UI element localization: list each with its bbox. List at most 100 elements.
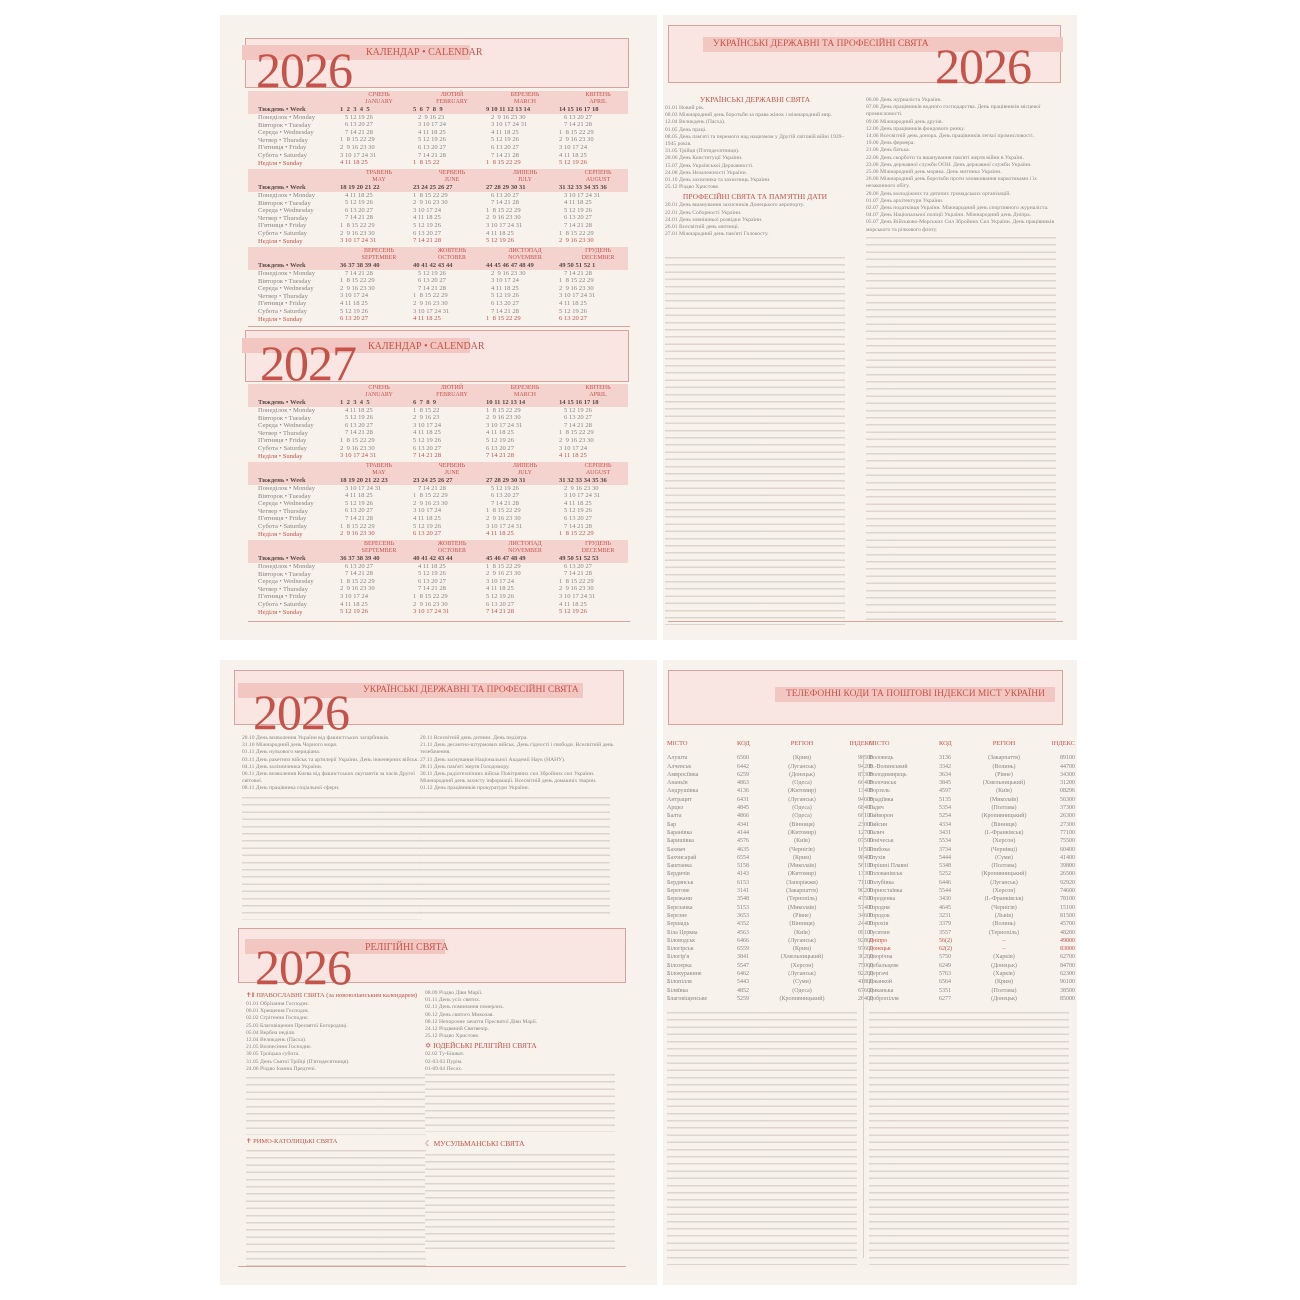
region: (Крим) bbox=[994, 979, 1013, 986]
holidays-header bbox=[668, 25, 1061, 83]
city: Арциз bbox=[667, 805, 684, 812]
weekday-label: П'ятниця • Friday bbox=[258, 515, 307, 523]
day-row: 6 13 20 27 bbox=[340, 206, 373, 214]
week-numbers: 40 41 42 43 44 bbox=[413, 555, 453, 562]
table-row: Бердичів 4143 (Житомир) 13300 bbox=[667, 870, 873, 878]
star-of-david-icon: ✡ bbox=[425, 1041, 434, 1051]
religious-col-1: ✝Ⅱ ПРАВОСЛАВНІ СВЯТА (за новоюліанським … bbox=[246, 990, 431, 1073]
day-row: 1 8 15 22 29 bbox=[340, 436, 375, 444]
table-row: Андрушівка 4136 (Житомир) 13400 bbox=[667, 787, 873, 795]
week-numbers: 40 41 42 43 44 bbox=[413, 262, 453, 269]
month-august: СЕРПЕНЬ AUGUST 31 32 33 34 35 36 3 10 17 2… bbox=[559, 170, 637, 245]
table-row: Березне 3653 (Рівне) 34600 bbox=[667, 912, 873, 920]
month-name-ua: ЛИСТОПАД bbox=[508, 248, 542, 254]
professional-holidays-heading: ПРОФЕСІЙНІ СВЯТА ТА ПАМ'ЯТНІ ДАТИ bbox=[682, 192, 828, 202]
day-row: 3 10 17 24 31 bbox=[486, 221, 523, 229]
month-september: ВЕРЕСЕНЬ SEPTEMBER 36 37 38 39 40 7 14 21 … bbox=[340, 248, 418, 323]
day-row: 3 10 17 24 bbox=[559, 444, 588, 452]
city: Білогір'я bbox=[667, 954, 690, 961]
holiday-item: 01.11 День нульового меридіана. bbox=[242, 749, 321, 756]
code: 5544 bbox=[939, 888, 951, 895]
code: 3557 bbox=[939, 929, 951, 936]
month-name-en: AUGUST bbox=[585, 177, 611, 183]
holiday-item: 27.01 Міжнародний день пам'яті Голокосту… bbox=[665, 231, 769, 238]
region: (Київ) bbox=[794, 838, 810, 845]
weekday-label: Понеділок • Monday bbox=[258, 563, 315, 570]
month-september: ВЕРЕСЕНЬ SEPTEMBER 36 37 38 39 40 6 13 20 … bbox=[340, 541, 418, 616]
day-row: 6 13 20 27 bbox=[340, 421, 373, 429]
day-row: 4 11 18 25 bbox=[413, 562, 446, 570]
code: 3136 bbox=[939, 755, 951, 762]
holiday-item: 09.06 Міжнародний день друзів. bbox=[866, 118, 943, 125]
day-row: 5 12 19 26 bbox=[486, 292, 519, 300]
week-numbers: 31 32 33 34 35 36 bbox=[559, 477, 607, 484]
day-row: 7 14 21 28 bbox=[486, 452, 515, 460]
code: 5348 bbox=[939, 863, 951, 870]
week-numbers: 1 2 3 4 5 bbox=[340, 399, 370, 406]
holiday-item: 05.07 День Військово-Морських Сил Збройн… bbox=[866, 219, 1055, 233]
day-row: 4 11 18 25 bbox=[413, 315, 441, 323]
holiday-item: 21.06 День батька. bbox=[866, 147, 910, 154]
weekday-label: Середа • Wednesday bbox=[258, 129, 314, 137]
day-row: 3 10 17 24 bbox=[340, 292, 369, 300]
table-text-lines bbox=[667, 1010, 857, 1265]
calendar-title: КАЛЕНДАР • CALENDAR bbox=[366, 47, 483, 58]
postal-index: 08296 bbox=[1060, 788, 1075, 795]
day-row: 5 12 19 26 bbox=[559, 507, 592, 515]
region: (Житомир) bbox=[787, 788, 817, 795]
city: Баранівка bbox=[667, 829, 692, 836]
month-name-ua: БЕРЕЗЕНЬ bbox=[510, 92, 540, 98]
religious-holiday-item: 24.12 Різдвяний Святвечір. bbox=[425, 1026, 489, 1033]
month-name-en: FEBRUARY bbox=[436, 392, 468, 398]
day-row: 4 11 18 25 bbox=[559, 299, 587, 307]
postal-index: 47500 bbox=[858, 896, 873, 903]
city: Білокуракине bbox=[667, 971, 702, 978]
day-row: 7 14 21 28 bbox=[559, 269, 592, 277]
code: 3141 bbox=[737, 888, 749, 895]
day-row: 4 11 18 25 bbox=[340, 299, 368, 307]
region: (Волинь) bbox=[992, 921, 1016, 928]
orthodox-title: ПРАВОСЛАВНІ СВЯТА (за новоюліанським кал… bbox=[256, 992, 418, 999]
region: (Хмельницький) bbox=[982, 780, 1026, 787]
day-row: 6 13 20 27 bbox=[559, 514, 592, 522]
week-numbers: 23 24 25 26 27 bbox=[413, 184, 453, 191]
table-row: Горішні Плавні 5348 (Полтава) 39800 bbox=[869, 862, 1075, 870]
table-row: Берегове 3141 (Закарпаття) 90200 bbox=[667, 887, 873, 895]
postal-index: 31200 bbox=[1060, 780, 1075, 787]
table-row: Бережани 3548 (Тернопіль) 47500 bbox=[667, 895, 873, 903]
code: 3231 bbox=[939, 912, 951, 919]
weekday-label: Понеділок • Monday bbox=[258, 192, 315, 199]
week-numbers: 36 37 38 39 40 bbox=[340, 555, 380, 562]
postal-index: 98500 bbox=[858, 755, 873, 762]
month-march: БЕРЕЗЕНЬ MARCH 9 10 11 12 13 14 2 9 16 23 … bbox=[486, 92, 564, 167]
code: 3845 bbox=[939, 780, 951, 787]
day-row: 5 12 19 26 bbox=[340, 414, 373, 422]
month-april: КВІТЕНЬ APRIL 14 15 16 17 18 6 13 20 27 7 … bbox=[559, 92, 637, 167]
city: Горохів bbox=[869, 921, 889, 928]
day-row: 5 12 19 26 bbox=[559, 307, 588, 315]
holiday-item: 31.10 Міжнародний день Чорного моря. bbox=[242, 742, 338, 749]
region: – bbox=[1002, 937, 1006, 944]
holiday-item: 25.12 Різдво Христове. bbox=[665, 184, 720, 191]
month-name-ua: СІЧЕНЬ bbox=[368, 385, 390, 391]
region: (Суми) bbox=[793, 979, 811, 986]
day-row: 2 9 16 23 bbox=[413, 414, 440, 422]
month-name-en: DECEMBER bbox=[581, 255, 615, 261]
week-numbers: 5 6 7 8 9 bbox=[413, 106, 443, 113]
day-row: 4 11 18 25 bbox=[486, 429, 514, 437]
phones-table-left: МІСТО КОД РЕГІОН ІНДЕКС Алушта 6560 (Крим) 9850… bbox=[667, 740, 873, 1003]
table-row: Бахчисарай 6554 (Крим) 98400 bbox=[667, 854, 873, 862]
table-row: Баришівка 4576 (Київ) 07500 bbox=[667, 837, 873, 845]
holidays-col-2: 20.11 Всесвітній день дитини. День педіа… bbox=[420, 735, 620, 793]
holiday-item: 01.10 День захисника та захисниць Україн… bbox=[665, 177, 771, 184]
postal-index: 41400 bbox=[1060, 854, 1075, 861]
religious-col-2: 08.09 Різдво Діви Марії. 01.11 День усіх … bbox=[425, 990, 625, 1073]
day-row: 2 9 16 23 30 bbox=[559, 237, 594, 245]
code: 5259 bbox=[737, 995, 749, 1002]
day-row: 2 9 16 23 30 bbox=[340, 585, 375, 593]
column-header: КОД bbox=[737, 740, 750, 747]
table-row: Баранівка 4144 (Житомир) 12700 bbox=[667, 829, 873, 837]
table-row: Врадіївка 5135 (Миколаїв) 56300 bbox=[869, 796, 1075, 804]
day-row: 5 12 19 26 bbox=[340, 113, 373, 121]
religious-holiday-item: 25.12 Різдво Христове. bbox=[425, 1033, 480, 1040]
